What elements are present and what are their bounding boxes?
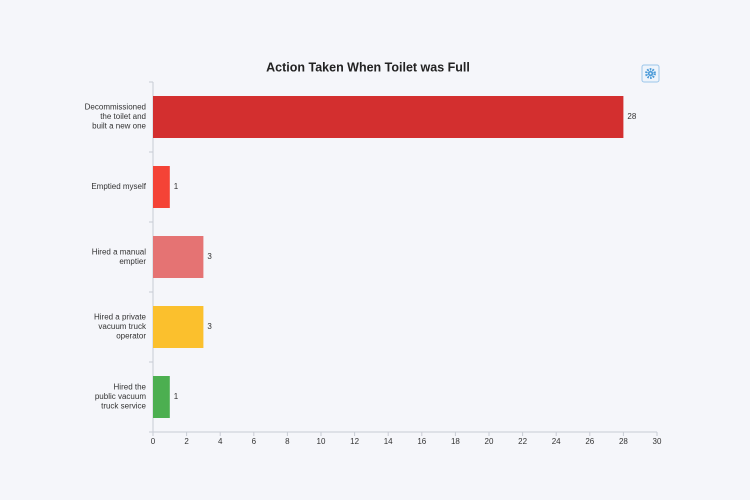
y-tick-label: Decommissioned the toilet and built a new … xyxy=(85,103,147,131)
y-tick-label: Hired a private vacuum truck operator xyxy=(94,313,147,341)
bar xyxy=(153,376,170,418)
x-tick-label: 4 xyxy=(218,437,223,446)
x-tick-label: 22 xyxy=(518,437,527,446)
y-tick-label: Hired the public vacuum truck service xyxy=(95,383,147,411)
value-label: 1 xyxy=(174,182,179,191)
x-tick-label: 12 xyxy=(350,437,359,446)
x-tick-label: 6 xyxy=(252,437,257,446)
x-tick-label: 20 xyxy=(485,437,494,446)
bar xyxy=(153,306,204,348)
value-label: 1 xyxy=(174,392,179,401)
x-tick-label: 14 xyxy=(384,437,393,446)
bar xyxy=(153,166,170,208)
value-label: 3 xyxy=(207,252,212,261)
x-tick-label: 18 xyxy=(451,437,460,446)
y-tick-label: Emptied myself xyxy=(91,182,146,191)
value-label: 28 xyxy=(627,112,636,121)
y-tick-label: Hired a manual emptier xyxy=(92,247,147,266)
x-tick-label: 0 xyxy=(151,437,156,446)
bar xyxy=(153,96,624,138)
x-tick-label: 28 xyxy=(619,437,628,446)
x-tick-label: 26 xyxy=(585,437,594,446)
x-tick-label: 8 xyxy=(285,437,290,446)
x-tick-label: 2 xyxy=(184,437,189,446)
x-tick-label: 10 xyxy=(317,437,326,446)
value-label: 3 xyxy=(207,322,212,331)
settings-button[interactable] xyxy=(641,64,660,83)
x-tick-label: 30 xyxy=(653,437,662,446)
bar xyxy=(153,236,204,278)
chart-title: Action Taken When Toilet was Full xyxy=(266,60,470,74)
x-tick-label: 16 xyxy=(417,437,426,446)
x-tick-label: 24 xyxy=(552,437,561,446)
